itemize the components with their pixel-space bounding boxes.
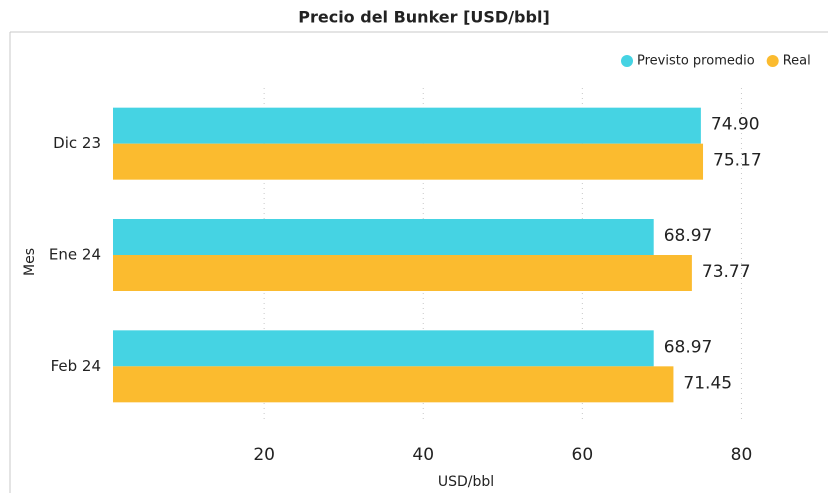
x-tick-label: 40 (412, 445, 434, 465)
data-label: 75.17 (713, 151, 762, 171)
x-axis-title: USD/bbl (438, 474, 494, 490)
legend-label: Previsto promedio (637, 54, 755, 69)
bar (113, 219, 654, 255)
bar (113, 107, 701, 144)
x-tick-label: 60 (572, 445, 594, 465)
x-tick-label: 20 (253, 445, 275, 465)
legend-swatch (621, 55, 633, 67)
data-label: 74.90 (711, 115, 760, 135)
legend-swatch (766, 55, 779, 67)
data-label: 73.77 (702, 262, 751, 282)
bar (113, 330, 654, 367)
legend-label: Real (783, 54, 811, 69)
y-tick-label: Ene 24 (49, 246, 101, 264)
bar (113, 366, 674, 403)
x-tick-label: 80 (731, 445, 753, 465)
y-tick-label: Dic 23 (53, 134, 101, 152)
bar (113, 255, 692, 291)
data-label: 71.45 (683, 373, 732, 393)
data-label: 68.97 (664, 226, 713, 246)
data-label: 68.97 (664, 337, 713, 357)
y-tick-label: Feb 24 (51, 357, 101, 375)
y-axis-title: Mes (22, 248, 38, 276)
bar (113, 143, 704, 180)
chart-title: Precio del Bunker [USD/bbl] (298, 8, 550, 27)
